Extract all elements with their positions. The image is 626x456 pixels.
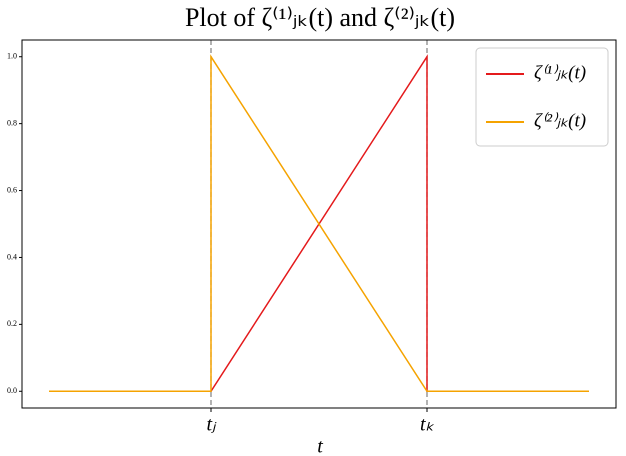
y-tick-label: 1.0 — [7, 52, 17, 61]
x-tick-label: tⱼ — [206, 414, 217, 436]
x-tick-label: tₖ — [420, 414, 435, 436]
legend-label: ζ⁽²⁾ⱼₖ(t) — [534, 110, 586, 131]
plot-frame — [21, 39, 617, 409]
y-tick-label: 0.8 — [7, 118, 17, 127]
x-axis-label: t — [317, 436, 323, 456]
y-tick-label: 0.2 — [7, 319, 17, 328]
y-tick-label: 0.6 — [7, 185, 17, 194]
y-tick-label: 0.0 — [7, 386, 17, 395]
chart-title: Plot of ζ⁽¹⁾ⱼₖ(t) and ζ⁽²⁾ⱼₖ(t) — [185, 3, 455, 32]
series-line — [49, 54, 589, 393]
legend-label: ζ⁽¹⁾ⱼₖ(t) — [534, 62, 586, 83]
y-tick-label: 0.4 — [7, 252, 17, 261]
